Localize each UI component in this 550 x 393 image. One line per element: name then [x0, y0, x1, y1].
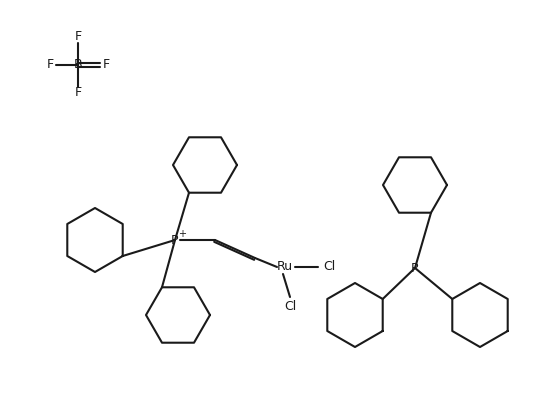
Text: Cl: Cl [284, 301, 296, 314]
Text: F: F [46, 59, 53, 72]
Text: Ru: Ru [277, 261, 293, 274]
Text: P: P [171, 233, 179, 246]
Text: B: B [74, 59, 82, 72]
Text: +: + [178, 229, 186, 239]
Text: F: F [74, 31, 81, 44]
Text: F: F [74, 86, 81, 99]
Text: F: F [102, 59, 109, 72]
Text: P: P [411, 261, 419, 274]
Text: Cl: Cl [323, 261, 335, 274]
